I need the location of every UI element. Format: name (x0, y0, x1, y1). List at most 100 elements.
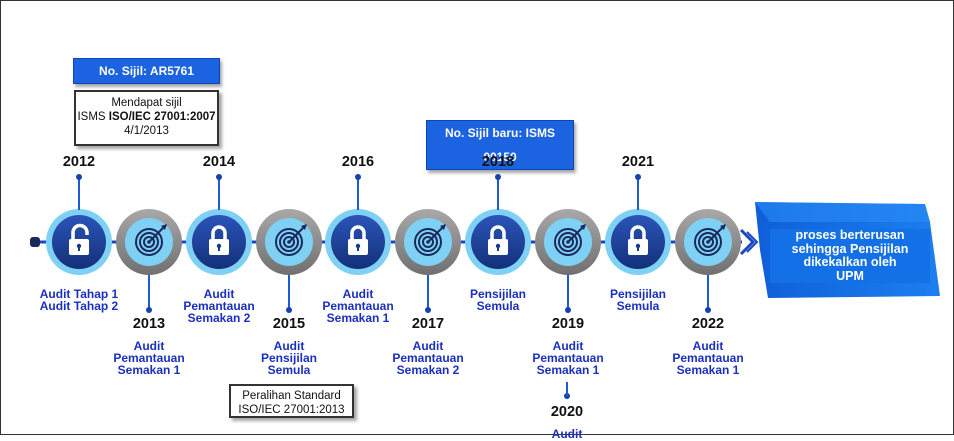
milestone-label-line: Pemantauan (183, 299, 255, 313)
milestone-label-line: Pemantauan (322, 299, 394, 313)
milestone-stem-2017 (427, 275, 429, 311)
milestone-label-2017: Audit Pemantauan Semakan 2 (378, 340, 478, 376)
milestone-stem-2022 (707, 275, 709, 311)
milestone-label-line: Audit (273, 339, 305, 353)
timeline-start-cap (30, 237, 40, 247)
certificate-number-badge: No. Sijil: AR5761 (73, 58, 220, 84)
milestone-stem-2013 (148, 275, 150, 311)
milestone-label-2016: Audit Pemantauan Semakan 1 (308, 288, 408, 324)
milestone-label-2018: Pensijilan Semula (448, 288, 548, 312)
continuation-line-1: proses berterusan (795, 228, 905, 242)
milestone-dot-2012 (76, 174, 82, 180)
continuation-line-2: sehingga Pensijilan (791, 241, 909, 256)
first-certificate-note: Mendapat sijil ISMS ISO/IEC 27001:2007 4… (74, 90, 219, 146)
milestone-year-2018: 2018 (481, 154, 515, 170)
milestone-2020-dot (564, 393, 570, 399)
milestone-label-line: Audit (412, 339, 444, 353)
milestone-stem-2016 (357, 176, 359, 210)
milestone-node-2018 (465, 209, 531, 275)
continuation-line-4: UPM (836, 268, 864, 283)
milestone-label-2015: Audit Pensijilan Semula (239, 340, 339, 376)
milestone-dot-2015 (286, 307, 292, 313)
lock-icon (628, 225, 648, 255)
milestone-node-2015 (256, 209, 322, 275)
continuation-box: proses berterusan sehingga Pensijilan di… (770, 228, 930, 283)
lock-icon (348, 225, 368, 255)
milestone-stem-2012 (78, 176, 80, 210)
milestone-stem-2014 (218, 176, 220, 210)
milestone-2020-year: 2020 (550, 404, 584, 420)
target-icon (275, 224, 307, 256)
target-icon (414, 224, 446, 256)
milestone-dot-2022 (705, 307, 711, 313)
milestone-label-2022: Audit Pemantauan Semakan 1 (658, 340, 758, 376)
milestone-year-2015: 2015 (272, 316, 306, 332)
milestone-year-2021: 2021 (621, 154, 655, 170)
target-icon (135, 224, 167, 256)
milestone-stem-2019 (567, 275, 569, 311)
milestone-dot-2017 (425, 307, 431, 313)
milestone-label-line: Semakan 1 (326, 311, 390, 325)
milestone-dot-2018 (495, 174, 501, 180)
milestone-node-2021 (605, 209, 671, 275)
milestone-label-line: Pensijilan (260, 351, 318, 365)
lock-icon (209, 225, 229, 255)
milestone-label-2012: Audit Tahap 1 Audit Tahap 2 (29, 288, 129, 312)
milestone-label-line: Audit (342, 287, 374, 301)
milestone-dot-2021 (635, 174, 641, 180)
milestone-label-line: Pemantauan (532, 351, 604, 365)
milestone-year-2016: 2016 (341, 154, 375, 170)
milestone-stem-2021 (637, 176, 639, 210)
milestone-year-2012: 2012 (62, 154, 96, 170)
milestone-label-line: Pensijilan (609, 287, 667, 301)
milestone-node-2019 (535, 209, 601, 275)
milestone-label-line: Semakan 1 (536, 363, 600, 377)
milestone-dot-2014 (216, 174, 222, 180)
milestone-dot-2019 (565, 307, 571, 313)
milestone-label-2021: Pensijilan Semula (588, 288, 688, 312)
continuation-box-highlight (755, 202, 930, 222)
milestone-label-line: Semakan 2 (396, 363, 460, 377)
milestone-label-line: Audit Tahap 2 (39, 299, 119, 313)
milestone-label-line: Audit (133, 339, 165, 353)
unlock-icon (69, 223, 89, 255)
timeline-arrow-outer (739, 228, 756, 256)
milestone-year-2017: 2017 (411, 316, 445, 332)
milestone-stem-2015 (288, 275, 290, 311)
milestone-year-2013: 2013 (132, 316, 166, 332)
milestone-label-line: Semakan 1 (117, 363, 181, 377)
milestone-label-line: Pemantauan (392, 351, 464, 365)
milestone-label-2014: Audit Pemantauan Semakan 2 (169, 288, 269, 324)
milestone-year-2019: 2019 (551, 316, 585, 332)
milestone-label-line: Semula (616, 299, 660, 313)
milestone-label-2013: Audit Pemantauan Semakan 1 (99, 340, 199, 376)
milestone-label-line: Pemantauan (113, 351, 185, 365)
milestone-label-line: Audit (203, 287, 235, 301)
milestone-year-2022: 2022 (691, 316, 725, 332)
new-certificate-badge: No. Sijil baru: ISMS 00150 (426, 120, 574, 170)
target-icon (554, 224, 586, 256)
milestone-node-2016 (325, 209, 391, 275)
milestone-2020-label: Audit (551, 427, 583, 441)
milestone-label-2019: Audit Pemantauan Semakan 1 (518, 340, 618, 376)
target-icon (694, 224, 726, 256)
milestone-node-2012 (46, 209, 112, 275)
milestone-node-2014 (186, 209, 252, 275)
milestone-label-line: Audit (552, 339, 584, 353)
milestone-label-line: Semula (476, 299, 520, 313)
standard-transition-note: Peralihan Standard ISO/IEC 27001:2013 (229, 384, 354, 418)
milestone-node-2017 (395, 209, 461, 275)
milestone-node-2022 (675, 209, 741, 275)
milestone-label-line: Audit Tahap 1 (39, 287, 119, 301)
milestone-node-2013 (116, 209, 182, 275)
milestone-label-line: Pemantauan (672, 351, 744, 365)
milestone-label-line: Semakan 2 (187, 311, 251, 325)
milestone-2020-stem (566, 382, 568, 396)
continuation-line-3: dikekalkan oleh (803, 255, 897, 269)
timeline-arrow-inner (746, 231, 759, 253)
milestone-label-line: Semakan 1 (676, 363, 740, 377)
milestone-year-2014: 2014 (202, 154, 236, 170)
milestone-dot-2016 (355, 174, 361, 180)
milestone-label-line: Audit (692, 339, 724, 353)
